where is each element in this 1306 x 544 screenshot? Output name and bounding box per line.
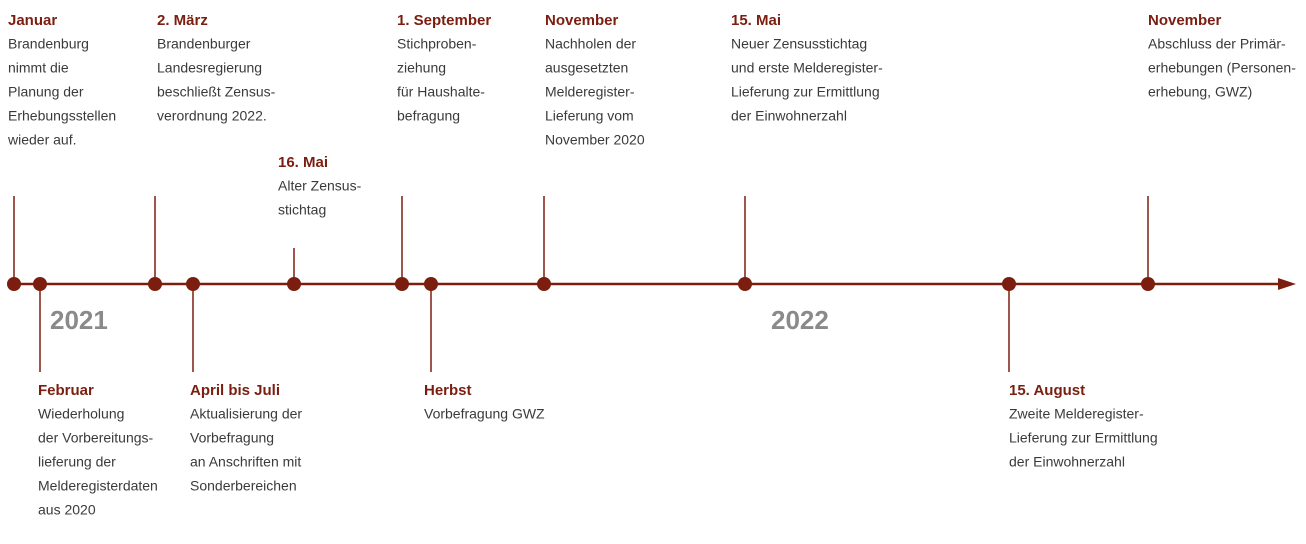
year-label: 2022 (771, 305, 829, 335)
event-text: Brandenburger (157, 36, 251, 52)
event-text: Lieferung zur Ermittlung (1009, 430, 1158, 446)
event-text: befragung (397, 108, 460, 124)
event-text: aus 2020 (38, 502, 96, 518)
event-text: Alter Zensus- (278, 178, 362, 194)
event-text: für Haushalte- (397, 84, 485, 100)
event-text: Wiederholung (38, 406, 124, 422)
event-text: Brandenburg (8, 36, 89, 52)
axis-arrow (1278, 278, 1296, 290)
year-label: 2021 (50, 305, 108, 335)
event-text: ziehung (397, 60, 446, 76)
event-text: Melderegister- (545, 84, 635, 100)
event-text: Planung der (8, 84, 84, 100)
event-text: lieferung der (38, 454, 116, 470)
event-text: der Vorbereitungs- (38, 430, 154, 446)
event-text: der Einwohnerzahl (1009, 454, 1125, 470)
event-text: Sonderbereichen (190, 478, 297, 494)
event-title: 16. Mai (278, 154, 328, 171)
event-text: Stichproben- (397, 36, 477, 52)
event-text: Vorbefragung (190, 430, 274, 446)
event-text: Melderegisterdaten (38, 478, 158, 494)
event-text: beschließt Zensus- (157, 84, 276, 100)
event-text: Nachholen der (545, 36, 636, 52)
event-title: 2. März (157, 12, 208, 29)
event-title: November (1148, 12, 1222, 29)
event-text: stichtag (278, 202, 326, 218)
event-text: Lieferung zur Ermittlung (731, 84, 880, 100)
event-title: 15. August (1009, 382, 1085, 399)
event-title: 15. Mai (731, 12, 781, 29)
event-dot (738, 277, 752, 291)
event-text: der Einwohnerzahl (731, 108, 847, 124)
event-dot (424, 277, 438, 291)
event-title: 1. September (397, 12, 491, 29)
event-text: Vorbefragung GWZ (424, 406, 545, 422)
event-text: erhebungen (Personen- (1148, 60, 1296, 76)
event-dot (148, 277, 162, 291)
event-text: nimmt die (8, 60, 69, 76)
event-text: ausgesetzten (545, 60, 628, 76)
event-dot (537, 277, 551, 291)
event-text: Abschluss der Primär- (1148, 36, 1286, 52)
event-dot (1141, 277, 1155, 291)
event-title: November (545, 12, 619, 29)
event-title: Herbst (424, 382, 472, 399)
event-title: Januar (8, 12, 57, 29)
event-text: Erhebungsstellen (8, 108, 116, 124)
event-text: verordnung 2022. (157, 108, 267, 124)
event-text: und erste Melderegister- (731, 60, 883, 76)
event-text: November 2020 (545, 132, 645, 148)
event-text: an Anschriften mit (190, 454, 301, 470)
event-dot (287, 277, 301, 291)
event-text: Zweite Melderegister- (1009, 406, 1144, 422)
event-title: April bis Juli (190, 382, 280, 399)
event-text: Aktualisierung der (190, 406, 302, 422)
event-dot (7, 277, 21, 291)
event-text: wieder auf. (7, 132, 76, 148)
event-text: Neuer Zensusstichtag (731, 36, 867, 52)
event-dot (33, 277, 47, 291)
event-dot (1002, 277, 1016, 291)
event-text: erhebung, GWZ) (1148, 84, 1252, 100)
event-text: Lieferung vom (545, 108, 634, 124)
event-text: Landesregierung (157, 60, 262, 76)
event-dot (395, 277, 409, 291)
event-title: Februar (38, 382, 94, 399)
event-dot (186, 277, 200, 291)
